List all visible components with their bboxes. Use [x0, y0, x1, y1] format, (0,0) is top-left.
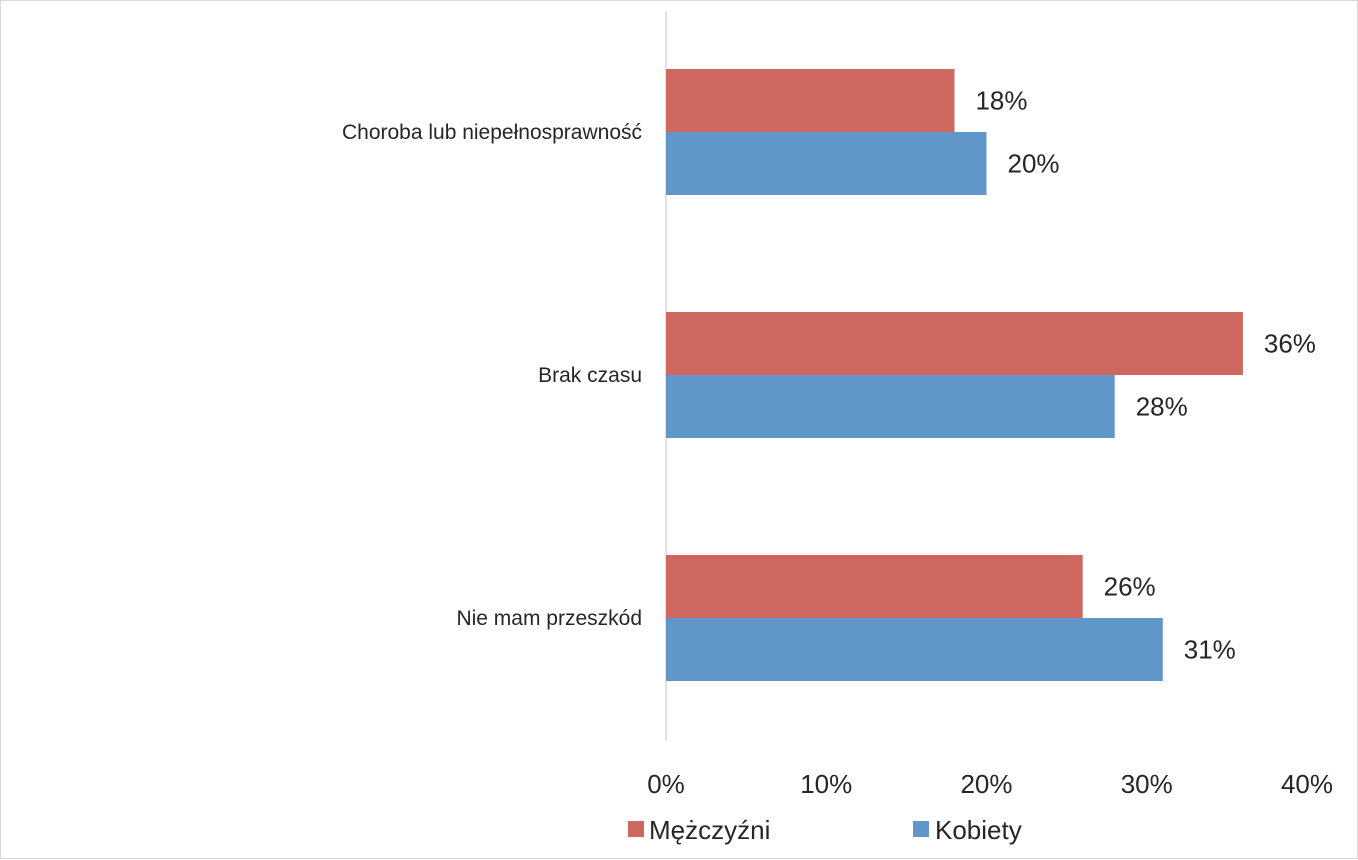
- x-tick-label: 20%: [960, 769, 1012, 799]
- legend-label: Kobiety: [935, 815, 1022, 845]
- bar: [666, 375, 1115, 438]
- data-label: 26%: [1104, 572, 1156, 602]
- legend-swatch: [913, 821, 929, 837]
- legend-swatch: [628, 821, 644, 837]
- bar: [666, 312, 1243, 375]
- bar: [666, 69, 955, 132]
- x-tick-label: 10%: [800, 769, 852, 799]
- data-label: 20%: [1008, 149, 1060, 179]
- bar: [666, 618, 1163, 681]
- category-label: Choroba lub niepełnosprawność: [342, 121, 642, 144]
- data-label: 18%: [975, 86, 1027, 116]
- x-tick-label: 40%: [1281, 769, 1333, 799]
- data-label: 28%: [1136, 392, 1188, 422]
- category-label: Nie mam przeszkód: [456, 607, 642, 630]
- data-label: 36%: [1264, 329, 1316, 359]
- category-label: Brak czasu: [538, 364, 642, 387]
- data-label: 31%: [1184, 635, 1236, 665]
- x-tick-label: 0%: [647, 769, 685, 799]
- bar: [666, 132, 987, 195]
- legend-label: Mężczyźni: [649, 815, 770, 845]
- x-tick-label: 30%: [1121, 769, 1173, 799]
- bar: [666, 555, 1083, 618]
